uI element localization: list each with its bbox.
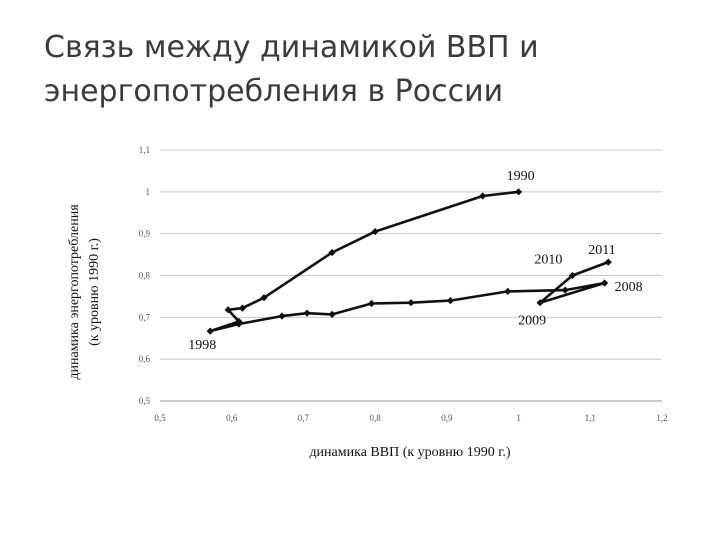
x-tick-label: 1,2 xyxy=(656,413,667,423)
data-markers xyxy=(206,188,612,335)
data-point-marker xyxy=(303,309,311,317)
title-line-1: Связь между динамикой ВВП и xyxy=(44,30,539,65)
y-axis-title-line2: (к уровню 1990 г.) xyxy=(87,238,102,346)
x-tick-label: 1,1 xyxy=(585,413,596,423)
data-point-marker xyxy=(604,258,612,266)
x-axis-title: динамика ВВП (к уровню 1990 г.) xyxy=(309,445,510,460)
data-point-marker xyxy=(238,304,247,312)
x-tick-label: 0,5 xyxy=(154,413,166,423)
y-tick-label: 0,8 xyxy=(139,271,151,281)
y-tick-labels: 0,5 0,6 0,7 0,8 0,9 1 1,1 xyxy=(139,145,151,406)
y-tick-label: 1,1 xyxy=(139,145,150,155)
point-labels: 1990 1998 2008 2009 2010 2011 xyxy=(188,169,642,353)
data-point-marker xyxy=(514,188,523,196)
data-point-marker xyxy=(260,294,268,302)
y-tick-label: 0,5 xyxy=(139,396,151,406)
data-point-marker xyxy=(328,248,336,257)
y-tick-label: 0,6 xyxy=(139,354,151,364)
year-label: 2009 xyxy=(518,314,546,329)
data-point-marker xyxy=(371,227,379,236)
year-label: 2010 xyxy=(534,253,562,268)
x-tick-label: 0,7 xyxy=(298,413,310,423)
x-tick-label: 0,9 xyxy=(441,413,453,423)
data-point-marker xyxy=(367,299,376,308)
y-tick-label: 0,7 xyxy=(139,312,151,322)
data-point-marker xyxy=(561,286,569,294)
y-axis-title-line1: динамика энергопотребления xyxy=(67,204,82,380)
data-point-marker xyxy=(504,287,512,295)
year-label: 2011 xyxy=(588,243,615,258)
data-point-marker xyxy=(328,310,336,319)
y-tick-label: 0,9 xyxy=(139,229,151,239)
y-tick-label: 1 xyxy=(146,187,151,197)
data-point-marker xyxy=(224,306,232,314)
series-line xyxy=(208,190,609,333)
title-line-2: энергопотребления в России xyxy=(44,74,504,109)
data-point-marker xyxy=(568,271,576,280)
data-point-marker xyxy=(206,327,214,335)
x-tick-labels: 0,5 0,6 0,7 0,8 0,9 1 1,1 1,2 xyxy=(154,413,667,423)
year-label: 2008 xyxy=(615,280,643,295)
slide-title: Связь между динамикой ВВП и энергопотреб… xyxy=(44,26,684,114)
x-tick-label: 0,6 xyxy=(226,413,238,423)
year-label: 1990 xyxy=(507,169,535,184)
data-point-marker xyxy=(536,299,544,307)
year-label: 1998 xyxy=(188,338,216,353)
data-point-marker xyxy=(446,297,455,305)
data-point-marker xyxy=(601,279,609,287)
gridlines xyxy=(160,149,662,360)
x-tick-label: 0,8 xyxy=(370,413,382,423)
x-tick-label: 1 xyxy=(516,413,521,423)
data-point-marker xyxy=(407,299,415,307)
data-point-marker xyxy=(235,320,243,328)
data-point-marker xyxy=(278,312,286,320)
data-point-marker xyxy=(479,192,487,200)
